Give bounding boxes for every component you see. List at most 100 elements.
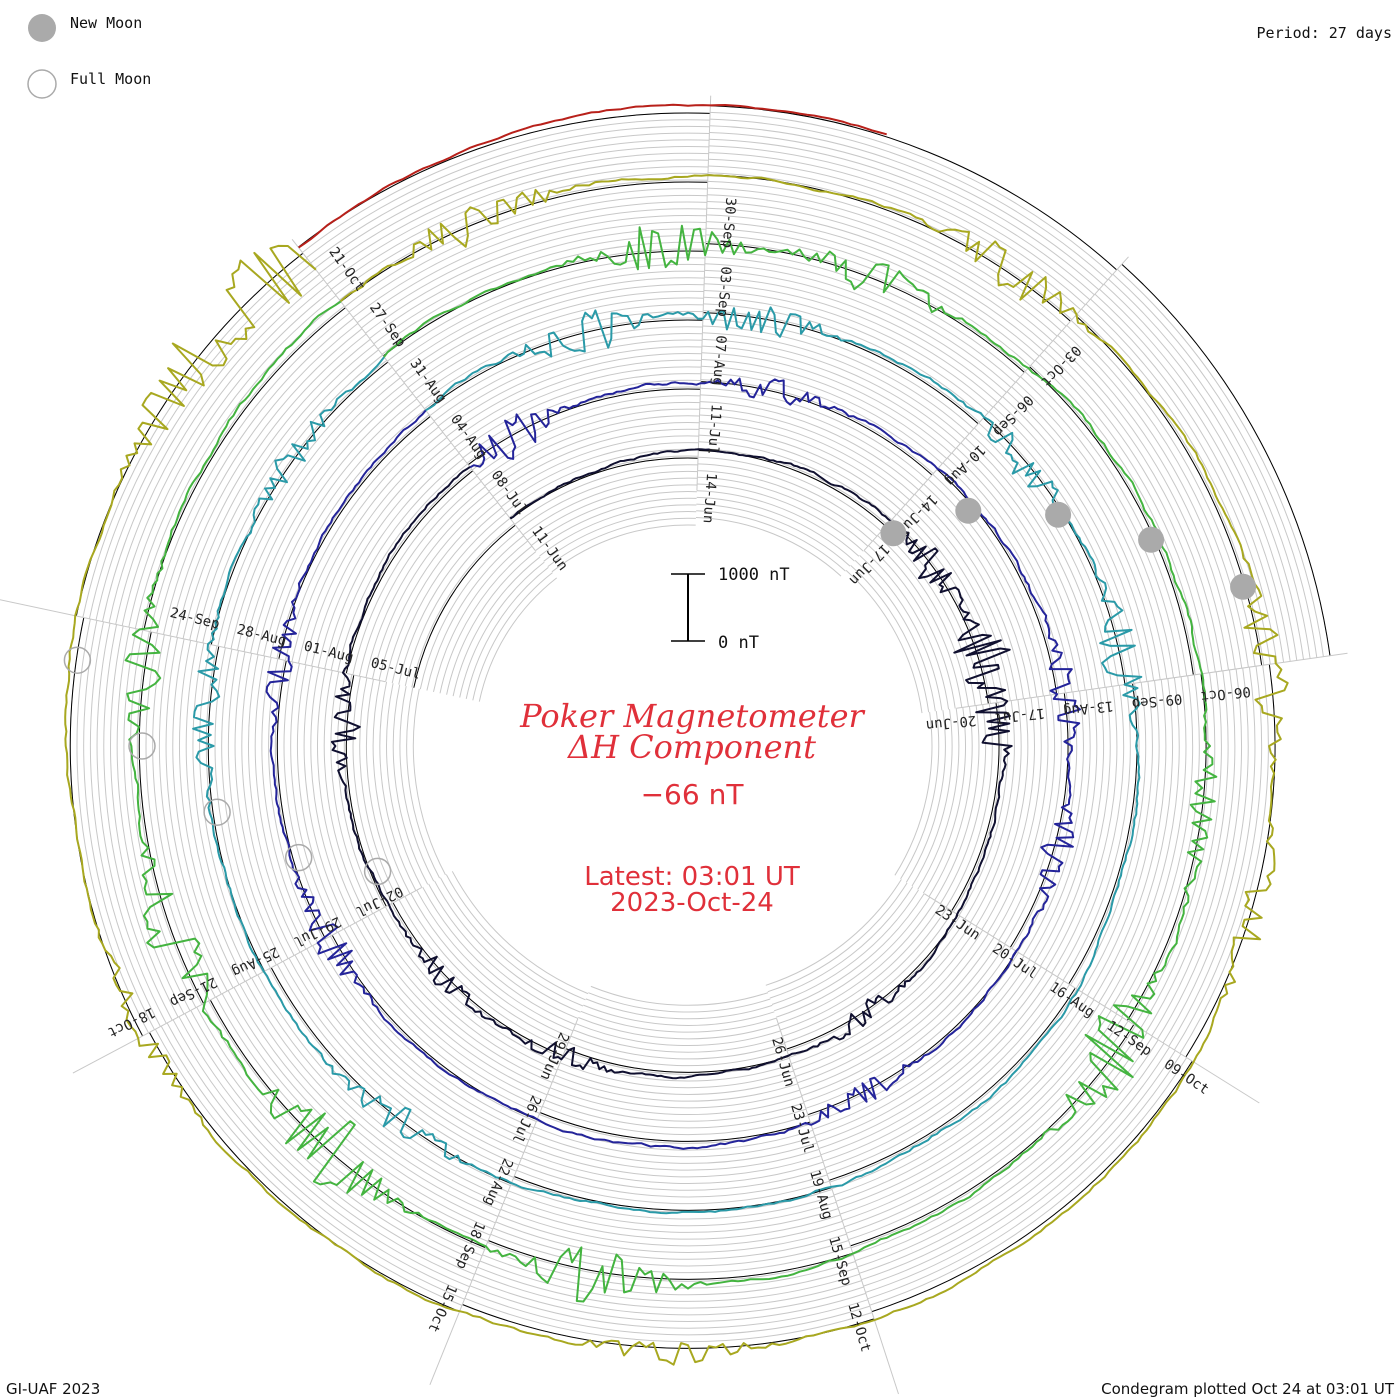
grid-arc bbox=[433, 540, 529, 693]
grid-arc bbox=[322, 152, 709, 280]
full-moon-marker bbox=[203, 798, 231, 826]
grid-arc bbox=[1020, 376, 1181, 677]
grid-arc bbox=[464, 1297, 873, 1343]
grid-arc bbox=[429, 326, 703, 416]
grid-arc bbox=[372, 491, 490, 680]
date-tick-label: 01-Aug bbox=[302, 638, 355, 666]
grid-arc bbox=[703, 303, 985, 418]
grid-arc bbox=[344, 188, 708, 308]
date-tick-label: 17-Jul bbox=[994, 705, 1046, 726]
grid-arc bbox=[358, 480, 482, 677]
baseline-arc bbox=[1126, 673, 1207, 1021]
grid-arc bbox=[488, 422, 700, 492]
grid-arc bbox=[708, 145, 1091, 301]
date-tick-label: 07-Aug bbox=[709, 335, 728, 387]
grid-arc bbox=[859, 555, 943, 711]
grid-arc bbox=[369, 228, 707, 339]
grid-arc bbox=[1011, 386, 1168, 679]
grid-arc bbox=[881, 530, 976, 706]
grid-arc bbox=[500, 442, 699, 508]
grid-arc bbox=[337, 673, 380, 911]
grid-arc bbox=[221, 648, 277, 966]
baseline-arc bbox=[278, 415, 431, 660]
grid-arc bbox=[705, 249, 1021, 378]
grid-arc bbox=[493, 1227, 849, 1267]
grid-arc bbox=[697, 483, 864, 552]
grid-arc bbox=[865, 1050, 1176, 1293]
grid-arc bbox=[1015, 381, 1174, 678]
grid-arc bbox=[710, 111, 1113, 276]
grid-arc bbox=[703, 290, 994, 408]
grid-arc bbox=[1081, 308, 1271, 665]
series-line bbox=[298, 103, 887, 249]
grid-arc bbox=[585, 998, 773, 1020]
grid-arc bbox=[706, 201, 1053, 342]
date-tick-label: 28-Aug bbox=[235, 622, 288, 650]
grid-arc bbox=[416, 889, 574, 1032]
grid-arc bbox=[298, 431, 444, 664]
grid-arc bbox=[407, 290, 704, 388]
date-tick-label: 13-Aug bbox=[1062, 697, 1114, 718]
grid-arc bbox=[826, 984, 1071, 1175]
baseline-arc bbox=[786, 914, 959, 1050]
grid-arc bbox=[702, 332, 966, 440]
grid-arc bbox=[373, 912, 555, 1077]
baseline-arc bbox=[392, 902, 564, 1057]
baseline-arc bbox=[703, 312, 979, 425]
grid-arc bbox=[88, 263, 312, 619]
grid-arc bbox=[522, 477, 698, 536]
grid-arc bbox=[474, 1272, 864, 1316]
grid-arc bbox=[310, 667, 356, 924]
grid-arc bbox=[939, 704, 987, 904]
grid-arc bbox=[337, 463, 468, 672]
baseline-arc bbox=[69, 617, 144, 1037]
grid-arc bbox=[573, 1029, 783, 1053]
title-block: Poker Magnetometer ΔH Component −66 nT L… bbox=[519, 697, 865, 918]
grid-arc bbox=[708, 158, 1082, 311]
grid-arc bbox=[530, 491, 697, 546]
baseline-arc bbox=[828, 987, 1076, 1181]
grid-arc bbox=[947, 457, 1073, 693]
grid-arc bbox=[771, 889, 919, 1005]
grid-arc bbox=[547, 517, 696, 567]
grid-arc bbox=[202, 354, 383, 644]
grid-arc bbox=[952, 702, 1002, 913]
chart-subtitle: ΔH Component bbox=[566, 728, 816, 766]
grid-arc bbox=[345, 674, 387, 907]
grid-arc bbox=[588, 992, 771, 1013]
grid-arc bbox=[1179, 665, 1269, 1054]
grid-arc bbox=[379, 909, 558, 1071]
grid-arc bbox=[699, 427, 901, 511]
grid-arc bbox=[505, 1196, 839, 1233]
grid-arc bbox=[909, 498, 1018, 700]
full-moon-marker bbox=[363, 857, 392, 886]
grid-arc bbox=[391, 263, 705, 367]
grid-arc bbox=[326, 159, 709, 285]
grid-arc bbox=[850, 565, 930, 713]
grid-arc bbox=[1075, 315, 1263, 666]
grid-arc bbox=[775, 896, 931, 1018]
grid-arc bbox=[701, 365, 943, 464]
grid-arc bbox=[300, 951, 524, 1154]
date-tick-label: 27-Sep bbox=[366, 300, 409, 350]
grid-arc bbox=[233, 987, 496, 1224]
grid-arc bbox=[230, 377, 401, 650]
new-moon-legend-icon bbox=[28, 14, 56, 42]
date-tick-label: 11-Jul bbox=[704, 404, 723, 456]
grid-arc bbox=[469, 1285, 869, 1329]
grid-arc bbox=[709, 132, 1100, 291]
grid-arc bbox=[1066, 325, 1249, 668]
new-moon-marker bbox=[955, 497, 982, 524]
grid-arc bbox=[306, 125, 710, 259]
grid-arc bbox=[102, 273, 320, 622]
grid-arc bbox=[705, 234, 1031, 367]
grid-arc bbox=[399, 277, 705, 378]
grid-arc bbox=[1108, 278, 1311, 659]
grid-arc bbox=[526, 1145, 822, 1178]
grid-arc bbox=[1116, 268, 1324, 657]
grid-arc bbox=[472, 572, 553, 701]
grid-arc bbox=[1034, 359, 1203, 674]
grid-arc bbox=[160, 1025, 465, 1300]
